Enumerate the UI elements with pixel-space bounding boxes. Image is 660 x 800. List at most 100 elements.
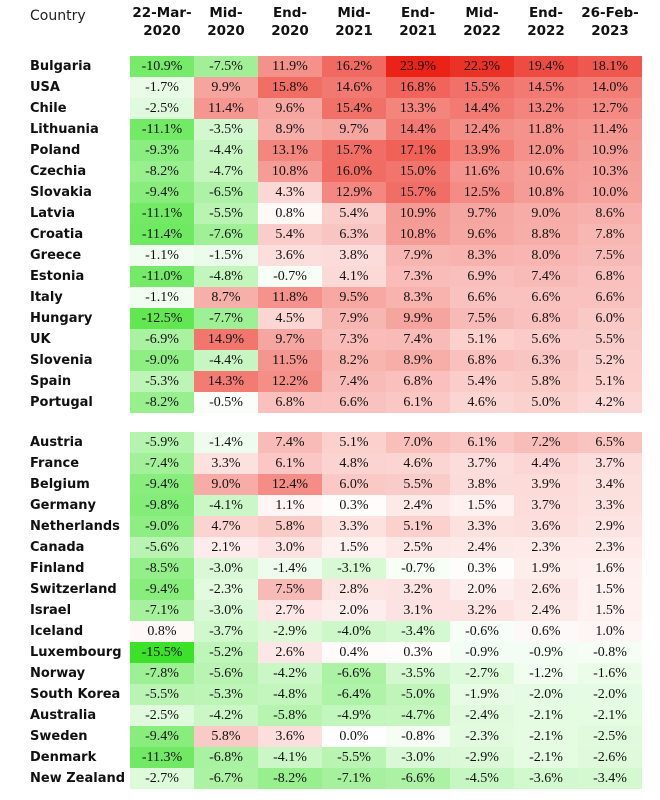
heatmap-cell: -8.2% [130,161,194,182]
heatmap-cell: 7.4% [258,432,322,453]
column-header: Mid- 2022 [463,5,501,39]
country-label: Luxembourg [30,645,122,660]
heatmap-cell: 7.2% [514,432,578,453]
heatmap-cell: -11.3% [130,747,194,768]
heatmap-cell: 16.0% [322,161,386,182]
heatmap-cell: -4.7% [194,161,258,182]
heatmap-cell: 15.7% [386,182,450,203]
heatmap-cell: 2.4% [386,495,450,516]
heatmap-cell: -4.7% [386,705,450,726]
heatmap-cell: 0.3% [386,642,450,663]
heatmap-cell: 3.3% [450,516,514,537]
heatmap-cell: -2.6% [578,747,642,768]
heatmap-cell: 7.3% [322,329,386,350]
heatmap-cell: -1.9% [450,684,514,705]
heatmap-cell: -1.1% [130,245,194,266]
country-label: Estonia [30,269,85,284]
country-label: Greece [30,248,82,263]
heatmap-cell: 4.6% [386,453,450,474]
heatmap-cell: -11.1% [130,203,194,224]
heatmap-cell: -5.5% [194,203,258,224]
heatmap-cell: 13.3% [386,98,450,119]
heatmap-cell: -6.9% [130,329,194,350]
heatmap-cell: -2.3% [194,579,258,600]
heatmap-cell: 3.3% [194,453,258,474]
heatmap-cell: 3.1% [386,600,450,621]
heatmap-cell: 5.0% [514,392,578,413]
heatmap-cell: 8.2% [322,350,386,371]
heatmap-cell: -9.4% [130,182,194,203]
heatmap-cell: -0.9% [514,642,578,663]
heatmap-cell: 7.4% [386,329,450,350]
heatmap-cell: -9.0% [130,516,194,537]
heatmap-cell: 14.4% [386,119,450,140]
heatmap-cell: 2.0% [450,579,514,600]
heatmap-cell: 3.6% [258,245,322,266]
heatmap-cell: 0.6% [514,621,578,642]
heatmap-cell: 5.5% [386,474,450,495]
country-label: Slovakia [30,185,92,200]
heatmap-cell: 5.6% [514,329,578,350]
heatmap-cell: 7.5% [578,245,642,266]
row-header-label: Country [30,8,86,24]
heatmap-cell: 9.7% [322,119,386,140]
heatmap-cell: -12.5% [130,308,194,329]
heatmap-cell: -5.8% [258,705,322,726]
heatmap-cell: 2.9% [578,516,642,537]
heatmap-cell: 4.2% [578,392,642,413]
heatmap-cell: 1.1% [258,495,322,516]
heatmap-cell: 2.7% [258,600,322,621]
heatmap-cell: 8.0% [514,245,578,266]
heatmap-cell: -2.7% [450,663,514,684]
heatmap-cell: 3.7% [514,495,578,516]
heatmap-cell: 3.8% [322,245,386,266]
heatmap-cell: -4.0% [322,621,386,642]
heatmap-cell: -4.2% [258,663,322,684]
heatmap-cell: 15.0% [386,161,450,182]
heatmap-cell: -7.7% [194,308,258,329]
heatmap-cell: 8.9% [258,119,322,140]
heatmap-cell: 14.5% [514,77,578,98]
heatmap-cell: 2.8% [322,579,386,600]
heatmap-cell: 12.7% [578,98,642,119]
heatmap-cell: 9.0% [194,474,258,495]
heatmap-cell: 10.0% [578,182,642,203]
heatmap-cell: -4.9% [322,705,386,726]
country-label: Lithuania [30,122,99,137]
heatmap-cell: -3.5% [386,663,450,684]
heatmap-cell: 10.6% [514,161,578,182]
heatmap-cell: -2.7% [130,768,194,789]
country-label: Canada [30,540,85,555]
heatmap-cell: -3.7% [194,621,258,642]
column-header: Mid- 2020 [207,5,245,39]
column-header: End- 2022 [527,5,565,39]
heatmap-cell: -6.7% [194,768,258,789]
heatmap-cell: 3.7% [450,453,514,474]
country-label: Netherlands [30,519,120,534]
heatmap-cell: -2.0% [514,684,578,705]
heatmap-cell: 6.8% [386,371,450,392]
heatmap-cell: -7.8% [130,663,194,684]
heatmap-cell: -5.5% [130,684,194,705]
heatmap-cell: -5.2% [194,642,258,663]
heatmap-cell: -4.1% [258,747,322,768]
heatmap-cell: 6.8% [450,350,514,371]
heatmap-cell: 6.1% [258,453,322,474]
heatmap-cell: -2.5% [130,705,194,726]
country-label: Switzerland [30,582,117,597]
heatmap-cell: -11.4% [130,224,194,245]
country-label: UK [30,332,51,347]
heatmap-cell: 0.8% [258,203,322,224]
heatmap-cell: 7.9% [386,245,450,266]
column-header: 22-Mar- 2020 [132,5,192,39]
heatmap-cell: 2.6% [258,642,322,663]
heatmap-cell: -0.5% [194,392,258,413]
country-label: Belgium [30,477,90,492]
heatmap-cell: 11.8% [514,119,578,140]
heatmap-cell: 14.6% [322,77,386,98]
heatmap-cell: 2.6% [514,579,578,600]
heatmap-cell: 10.9% [386,203,450,224]
heatmap-cell: 1.9% [514,558,578,579]
country-label: Norway [30,666,86,681]
country-label: Austria [30,435,83,450]
